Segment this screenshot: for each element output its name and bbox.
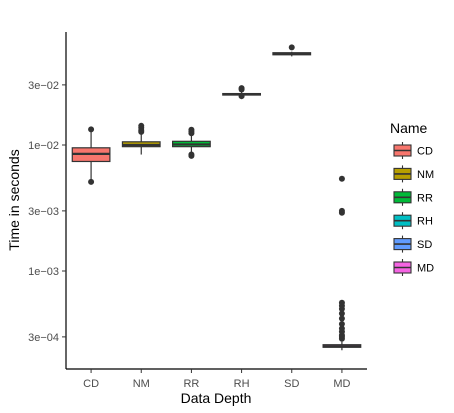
legend-label: CD: [417, 146, 433, 158]
x-tick-label: RH: [234, 378, 250, 390]
outlier-point: [338, 325, 345, 332]
outlier-point: [238, 93, 245, 100]
legend: Name CD NM RR RH SD MD: [390, 120, 434, 276]
y-tick-label: 3e−04: [28, 332, 59, 344]
outlier-point: [338, 320, 345, 327]
boxplot-md: [322, 175, 362, 351]
outlier-point: [288, 44, 295, 51]
outlier-point: [338, 299, 345, 306]
plot-area: [71, 44, 362, 351]
outlier-point: [338, 310, 345, 317]
outlier-point: [188, 126, 195, 133]
x-tick-label: MD: [333, 378, 350, 390]
outlier-point: [88, 126, 95, 133]
legend-item-sd: SD: [393, 235, 432, 253]
outlier-point: [88, 178, 95, 185]
outlier-point: [338, 207, 345, 214]
legend-item-cd: CD: [393, 142, 433, 159]
legend-label: SD: [417, 239, 432, 251]
y-axis-ticks: 3e−04 1e−03 3e−03 1e−02 3e−02: [28, 80, 66, 344]
boxplot-rr: [172, 126, 211, 159]
boxplot-rh: [222, 85, 261, 100]
y-tick-label: 1e−03: [28, 266, 59, 278]
x-axis-title: Data Depth: [181, 390, 252, 406]
x-tick-label: RR: [183, 378, 199, 390]
outlier-point: [338, 175, 345, 182]
boxplot-sd: [272, 44, 312, 57]
x-tick-label: SD: [284, 378, 299, 390]
x-tick-label: CD: [83, 378, 99, 390]
legend-label: RR: [417, 192, 433, 204]
legend-item-nm: NM: [393, 165, 434, 183]
x-axis-ticks: CD NM RR RH SD MD: [83, 369, 351, 390]
x-tick-label: NM: [133, 378, 150, 390]
y-tick-label: 3e−03: [28, 206, 59, 218]
legend-item-md: MD: [393, 259, 434, 276]
outlier-point: [238, 85, 245, 92]
y-axis-title: Time in seconds: [6, 149, 22, 250]
outlier-point: [338, 315, 345, 322]
legend-item-rr: RR: [393, 188, 433, 206]
legend-label: NM: [417, 169, 434, 181]
boxplot-cd: [71, 126, 111, 185]
outlier-point: [138, 122, 145, 129]
legend-title: Name: [390, 120, 428, 136]
boxplot-nm: [121, 122, 161, 155]
outlier-point: [188, 151, 195, 158]
y-tick-label: 1e−02: [28, 140, 59, 152]
legend-item-rh: RH: [393, 212, 433, 230]
legend-label: RH: [417, 216, 433, 228]
legend-label: MD: [417, 263, 434, 275]
y-tick-label: 3e−02: [28, 80, 59, 92]
